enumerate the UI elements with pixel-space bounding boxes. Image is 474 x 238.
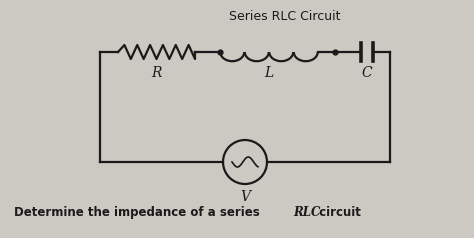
Text: Series RLC Circuit: Series RLC Circuit	[229, 10, 341, 23]
Text: R: R	[151, 66, 162, 80]
Text: C: C	[362, 66, 372, 80]
Text: RLC: RLC	[293, 206, 320, 219]
Text: V: V	[240, 190, 250, 204]
Text: Determine the impedance of a series: Determine the impedance of a series	[14, 206, 264, 219]
Text: L: L	[264, 66, 273, 80]
Text: circuit: circuit	[315, 206, 361, 219]
